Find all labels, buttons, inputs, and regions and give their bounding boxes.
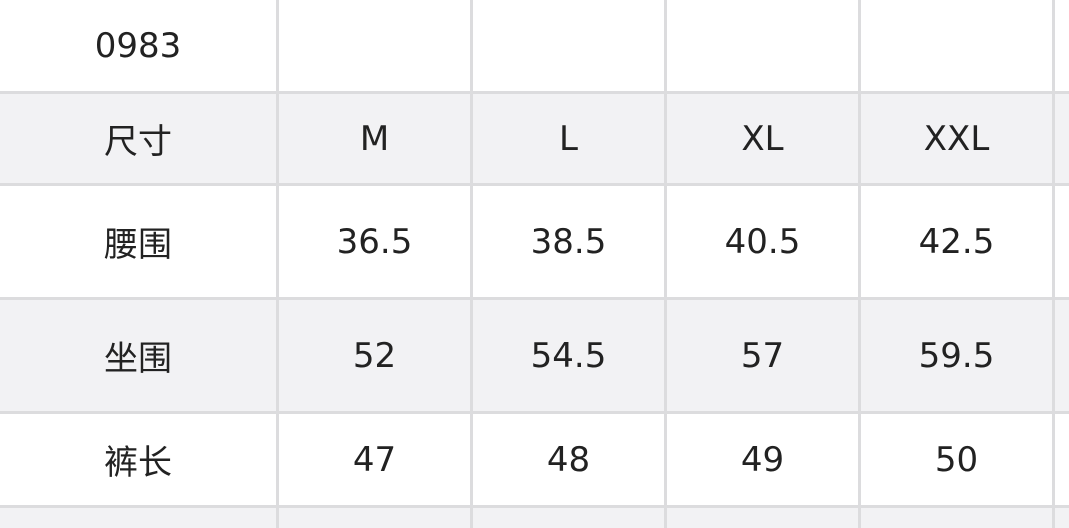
table-cell: 54.5 (473, 300, 667, 411)
table-cell: XL (667, 94, 861, 183)
table-cell (473, 508, 667, 528)
table-cell (279, 0, 473, 91)
row-label: 坐围 (0, 300, 279, 411)
row-label: 裤长 (0, 414, 279, 505)
table-cell (667, 508, 861, 528)
table-cell: L (473, 94, 667, 183)
table-cell: 0983 (0, 0, 279, 91)
table-row: 腰围 36.5 38.5 40.5 42.5 (0, 186, 1069, 300)
table-row: 尺寸 M L XL XXL (0, 94, 1069, 186)
table-cell: 52 (279, 300, 473, 411)
table-cell (861, 508, 1055, 528)
table-cell (0, 508, 279, 528)
table-cell: M (279, 94, 473, 183)
table-cell (473, 0, 667, 91)
table-cell (861, 0, 1055, 91)
table-cell (1055, 94, 1069, 183)
table-cell: 40.5 (667, 186, 861, 297)
table-row: 坐围 52 54.5 57 59.5 (0, 300, 1069, 414)
table-cell: 49 (667, 414, 861, 505)
table-row (0, 508, 1069, 528)
table-cell: 38.5 (473, 186, 667, 297)
table-cell (667, 0, 861, 91)
table-cell (1055, 0, 1069, 91)
table-cell: 36.5 (279, 186, 473, 297)
table-cell (1055, 186, 1069, 297)
row-label: 腰围 (0, 186, 279, 297)
table-cell (279, 508, 473, 528)
table-cell: 50 (861, 414, 1055, 505)
table-cell: 59.5 (861, 300, 1055, 411)
table-cell: XXL (861, 94, 1055, 183)
table-cell: 48 (473, 414, 667, 505)
table-cell (1055, 300, 1069, 411)
table-cell: 57 (667, 300, 861, 411)
row-label: 尺寸 (0, 94, 279, 183)
table-cell: 47 (279, 414, 473, 505)
table-cell (1055, 508, 1069, 528)
table-cell: 42.5 (861, 186, 1055, 297)
table-row: 裤长 47 48 49 50 (0, 414, 1069, 508)
table-cell (1055, 414, 1069, 505)
table-title-row: 0983 (0, 0, 1069, 94)
